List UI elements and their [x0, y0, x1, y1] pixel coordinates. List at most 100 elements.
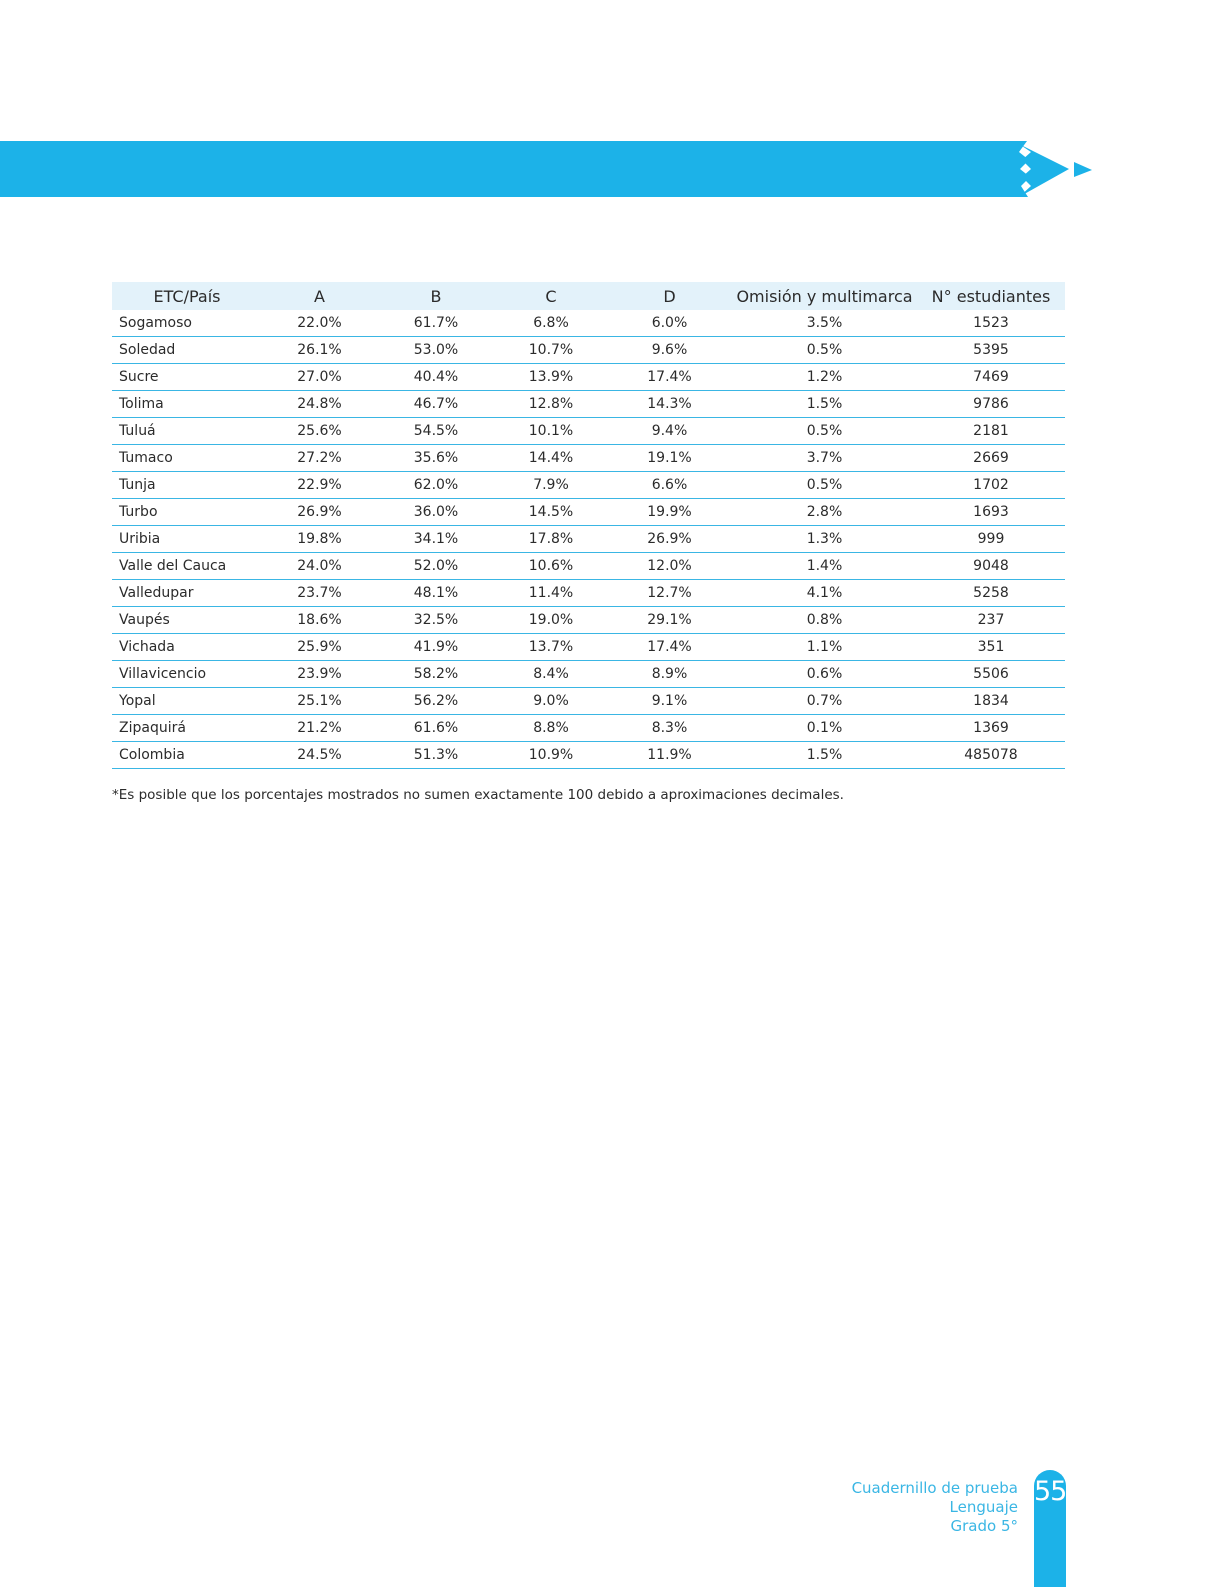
- a-cell: 23.7%: [262, 579, 377, 607]
- column-header-b: B: [377, 282, 495, 310]
- d-cell: 6.0%: [607, 310, 732, 337]
- page-number: 55: [1034, 1476, 1067, 1507]
- c-cell: 12.8%: [495, 390, 607, 418]
- etc-cell: Tolima: [112, 390, 262, 418]
- a-cell: 22.0%: [262, 310, 377, 337]
- a-cell: 18.6%: [262, 606, 377, 634]
- b-cell: 58.2%: [377, 660, 495, 688]
- b-cell: 61.6%: [377, 714, 495, 742]
- c-cell: 10.9%: [495, 741, 607, 769]
- etc-cell: Villavicencio: [112, 660, 262, 688]
- table-row: Sogamoso 22.0% 61.7% 6.8% 6.0% 3.5% 1523: [112, 310, 1065, 337]
- column-header-a: A: [262, 282, 377, 310]
- table-row: Vaupés 18.6% 32.5% 19.0% 29.1% 0.8% 237: [112, 606, 1065, 634]
- c-cell: 19.0%: [495, 606, 607, 634]
- d-cell: 29.1%: [607, 606, 732, 634]
- b-cell: 54.5%: [377, 417, 495, 445]
- c-cell: 10.7%: [495, 336, 607, 364]
- etc-cell: Sucre: [112, 363, 262, 391]
- d-cell: 12.7%: [607, 579, 732, 607]
- column-header-omission: Omisión y multimarca: [732, 282, 917, 310]
- omission-cell: 2.8%: [732, 498, 917, 526]
- students-cell: 5395: [917, 336, 1065, 364]
- c-cell: 8.4%: [495, 660, 607, 688]
- students-cell: 5506: [917, 660, 1065, 688]
- b-cell: 53.0%: [377, 336, 495, 364]
- b-cell: 62.0%: [377, 471, 495, 499]
- c-cell: 10.1%: [495, 417, 607, 445]
- d-cell: 8.3%: [607, 714, 732, 742]
- d-cell: 17.4%: [607, 363, 732, 391]
- omission-cell: 0.8%: [732, 606, 917, 634]
- a-cell: 26.1%: [262, 336, 377, 364]
- table-row: Soledad 26.1% 53.0% 10.7% 9.6% 0.5% 5395: [112, 336, 1065, 364]
- table-header-row: ETC/País A B C D Omisión y multimarca N°…: [112, 282, 1065, 310]
- table-row: Turbo 26.9% 36.0% 14.5% 19.9% 2.8% 1693: [112, 498, 1065, 526]
- etc-cell: Vaupés: [112, 606, 262, 634]
- results-table: ETC/País A B C D Omisión y multimarca N°…: [112, 282, 1065, 769]
- b-cell: 36.0%: [377, 498, 495, 526]
- b-cell: 34.1%: [377, 525, 495, 553]
- omission-cell: 0.5%: [732, 471, 917, 499]
- omission-cell: 0.5%: [732, 336, 917, 364]
- etc-cell: Vichada: [112, 633, 262, 661]
- a-cell: 23.9%: [262, 660, 377, 688]
- b-cell: 61.7%: [377, 310, 495, 337]
- table-row: Tolima 24.8% 46.7% 12.8% 14.3% 1.5% 9786: [112, 390, 1065, 418]
- a-cell: 26.9%: [262, 498, 377, 526]
- etc-cell: Zipaquirá: [112, 714, 262, 742]
- a-cell: 22.9%: [262, 471, 377, 499]
- students-cell: 1702: [917, 471, 1065, 499]
- footer-line-subject: Lenguaje: [949, 1498, 1018, 1516]
- students-cell: 1369: [917, 714, 1065, 742]
- d-cell: 11.9%: [607, 741, 732, 769]
- b-cell: 46.7%: [377, 390, 495, 418]
- students-cell: 237: [917, 606, 1065, 634]
- a-cell: 25.6%: [262, 417, 377, 445]
- a-cell: 24.0%: [262, 552, 377, 580]
- column-header-c: C: [495, 282, 607, 310]
- c-cell: 17.8%: [495, 525, 607, 553]
- table-row: Sucre 27.0% 40.4% 13.9% 17.4% 1.2% 7469: [112, 363, 1065, 391]
- table-row: Tuluá 25.6% 54.5% 10.1% 9.4% 0.5% 2181: [112, 417, 1065, 445]
- omission-cell: 0.1%: [732, 714, 917, 742]
- etc-cell: Valle del Cauca: [112, 552, 262, 580]
- table-row: Zipaquirá 21.2% 61.6% 8.8% 8.3% 0.1% 1369: [112, 714, 1065, 742]
- omission-cell: 1.4%: [732, 552, 917, 580]
- column-header-students: N° estudiantes: [917, 282, 1065, 310]
- table-body: Sogamoso 22.0% 61.7% 6.8% 6.0% 3.5% 1523 Soleda…: [112, 310, 1065, 769]
- omission-cell: 1.5%: [732, 741, 917, 769]
- table-row: Villavicencio 23.9% 58.2% 8.4% 8.9% 0.6% 5506: [112, 660, 1065, 688]
- omission-cell: 1.1%: [732, 633, 917, 661]
- d-cell: 9.1%: [607, 687, 732, 715]
- d-cell: 14.3%: [607, 390, 732, 418]
- omission-cell: 1.5%: [732, 390, 917, 418]
- d-cell: 8.9%: [607, 660, 732, 688]
- omission-cell: 0.7%: [732, 687, 917, 715]
- students-cell: 351: [917, 633, 1065, 661]
- etc-cell: Valledupar: [112, 579, 262, 607]
- d-cell: 6.6%: [607, 471, 732, 499]
- b-cell: 51.3%: [377, 741, 495, 769]
- c-cell: 13.9%: [495, 363, 607, 391]
- etc-cell: Tuluá: [112, 417, 262, 445]
- a-cell: 24.5%: [262, 741, 377, 769]
- students-cell: 5258: [917, 579, 1065, 607]
- b-cell: 35.6%: [377, 444, 495, 472]
- booklet-label: Cuadernillo de prueba Lenguaje Grado 5°: [852, 1479, 1018, 1536]
- footer-line-booklet: Cuadernillo de prueba: [851, 1479, 1018, 1497]
- a-cell: 24.8%: [262, 390, 377, 418]
- c-cell: 6.8%: [495, 310, 607, 337]
- a-cell: 27.0%: [262, 363, 377, 391]
- students-cell: 2181: [917, 417, 1065, 445]
- omission-cell: 1.3%: [732, 525, 917, 553]
- students-cell: 1693: [917, 498, 1065, 526]
- a-cell: 27.2%: [262, 444, 377, 472]
- b-cell: 48.1%: [377, 579, 495, 607]
- students-cell: 1834: [917, 687, 1065, 715]
- omission-cell: 1.2%: [732, 363, 917, 391]
- c-cell: 14.5%: [495, 498, 607, 526]
- pencil-banner: [0, 141, 1092, 197]
- etc-cell: Uribia: [112, 525, 262, 553]
- table-footnote: *Es posible que los porcentajes mostrado…: [112, 787, 844, 803]
